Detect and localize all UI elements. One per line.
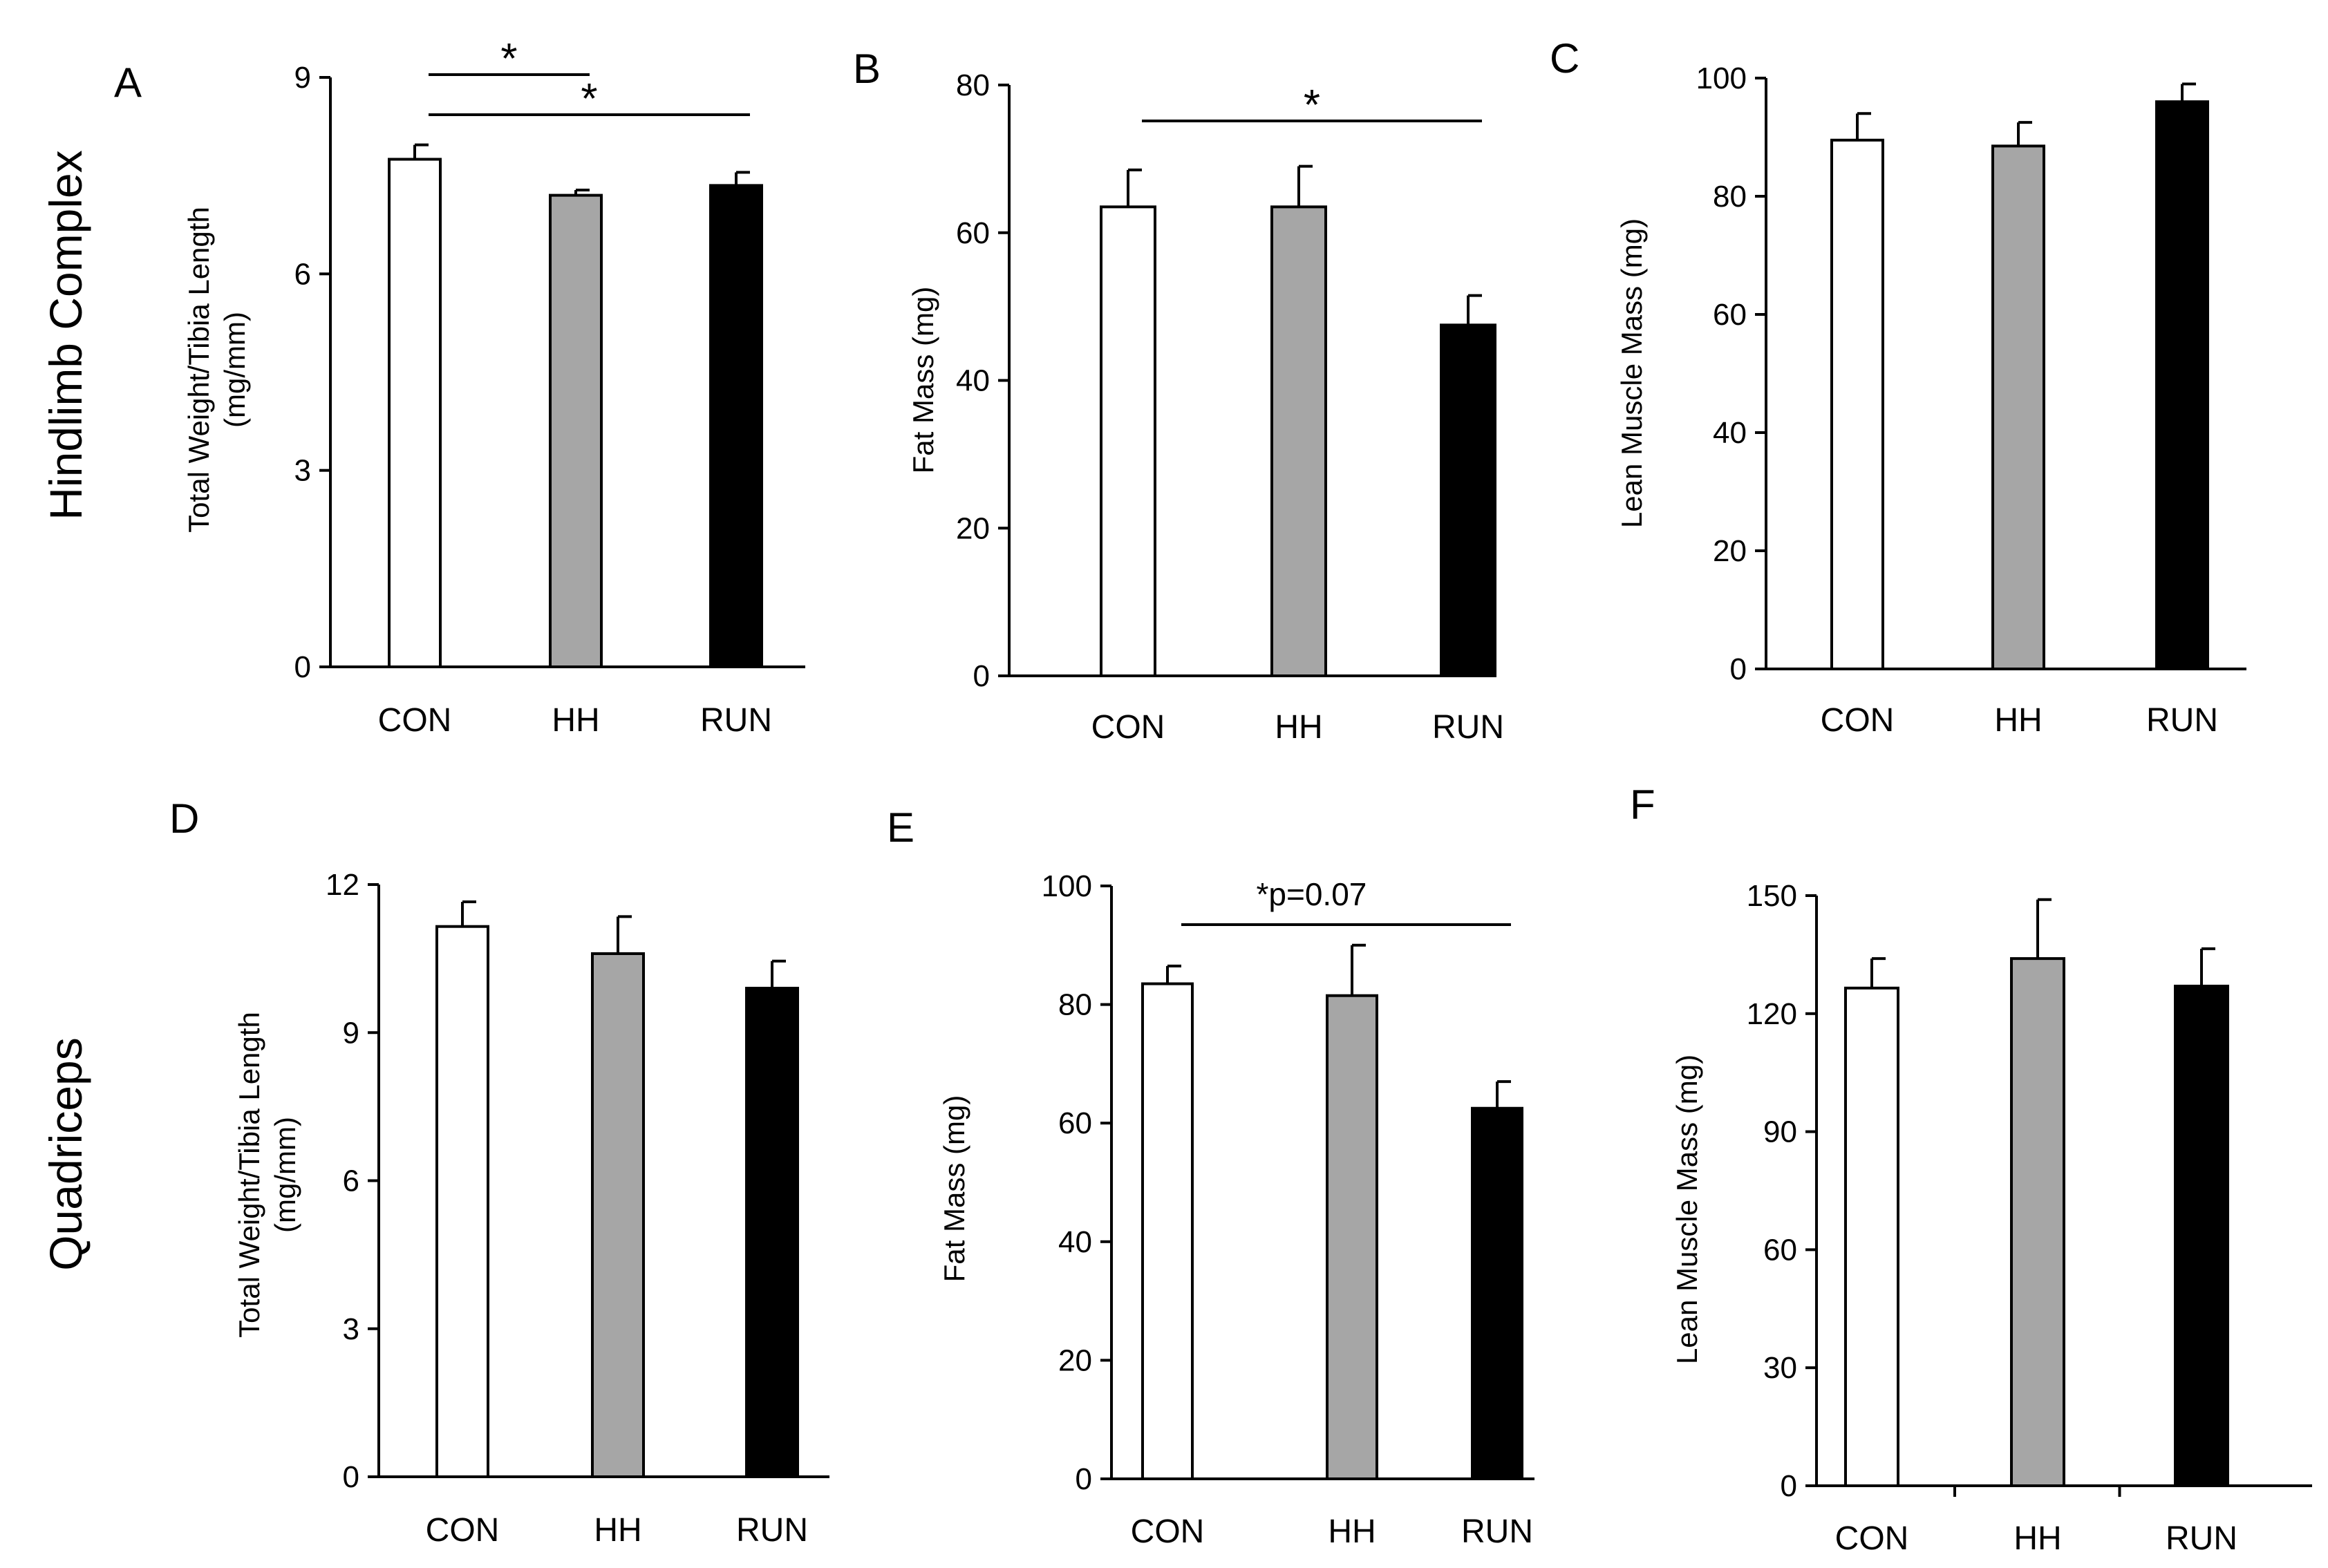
y-axis-label: Fat Mass (mg) (938, 1095, 970, 1283)
bar-con (388, 158, 442, 668)
y-tick-label: 0 (1730, 652, 1747, 686)
significance-label: * (581, 75, 597, 123)
y-tick-label: 9 (294, 61, 311, 95)
bar-run (1440, 323, 1496, 677)
y-tick-label: 60 (1058, 1106, 1092, 1140)
row-title-quadriceps: Quadriceps (40, 1037, 91, 1271)
bar-con (1844, 986, 1899, 1487)
y-tick-label: 60 (1763, 1233, 1797, 1267)
y-tick-label: 40 (1058, 1225, 1092, 1259)
bar-con (1100, 205, 1156, 677)
y-axis-label: Fat Mass (mg) (907, 287, 939, 474)
y-tick-label: 80 (1713, 180, 1747, 214)
category-label: CON (1835, 1520, 1909, 1557)
category-label: CON (1091, 709, 1165, 746)
category-label: RUN (1461, 1513, 1533, 1550)
panel-letter: D (169, 795, 199, 842)
panel-e: E 0 20 40 60 80 100 Fat Mass (mg) CON HH RUN *p=0.0… (887, 804, 1534, 1550)
significance-label: * (500, 35, 517, 83)
bar-hh (1270, 205, 1327, 677)
category-label: HH (594, 1512, 641, 1549)
y-tick-label: 0 (343, 1460, 359, 1494)
panel-d: D 0 3 6 9 12 Total Weight/Tibia Length (mg/mm) C… (169, 795, 829, 1549)
category-label: CON (426, 1512, 500, 1549)
panel-letter: A (114, 59, 142, 106)
category-label: RUN (1432, 709, 1504, 746)
y-tick-label: 40 (956, 364, 990, 398)
category-label: CON (1131, 1513, 1205, 1550)
bar-con (1141, 982, 1194, 1480)
y-axis-label: Total Weight/Tibia Length (mg/mm) (182, 207, 251, 533)
y-tick-label: 6 (294, 257, 311, 291)
bar-hh (2010, 957, 2065, 1488)
y-tick-label: 30 (1763, 1351, 1797, 1385)
panel-b: B 0 20 40 60 80 Fat Mass (mg) CON HH RUN * (853, 46, 1504, 746)
category-label: HH (1275, 709, 1322, 746)
bar-con (1830, 138, 1884, 670)
category-label: HH (1328, 1513, 1376, 1550)
category-label: RUN (2146, 702, 2218, 739)
y-tick-label: 40 (1713, 416, 1747, 450)
y-tick-label: 90 (1763, 1115, 1797, 1149)
category-label: CON (1821, 702, 1895, 739)
category-label: RUN (736, 1512, 808, 1549)
y-tick-label: 80 (1058, 988, 1092, 1022)
y-tick-label: 150 (1747, 879, 1797, 913)
bar-con (435, 925, 489, 1479)
category-label: CON (378, 702, 452, 739)
y-tick-label: 3 (343, 1312, 359, 1346)
panel-letter: C (1550, 35, 1579, 82)
y-tick-label: 80 (956, 68, 990, 102)
y-tick-label: 20 (956, 511, 990, 545)
category-label: HH (1994, 702, 2042, 739)
y-tick-label: 0 (1076, 1462, 1092, 1496)
y-tick-label: 3 (294, 454, 311, 488)
y-tick-label: 0 (973, 659, 990, 693)
y-tick-label: 9 (343, 1016, 359, 1050)
y-tick-label: 100 (1042, 869, 1092, 903)
panel-letter: B (853, 46, 881, 92)
y-tick-label: 0 (1781, 1469, 1797, 1503)
bar-run (709, 184, 763, 668)
y-tick-label: 20 (1058, 1343, 1092, 1377)
panel-letter: E (887, 804, 914, 851)
y-tick-label: 60 (1713, 298, 1747, 332)
significance-label: * (1304, 82, 1320, 129)
y-tick-label: 120 (1747, 997, 1797, 1031)
bar-hh (591, 952, 645, 1478)
bar-run (745, 986, 799, 1478)
y-axis-label: Lean Muscle Mass (mg) (1615, 218, 1648, 528)
panel-f: F 0 30 60 90 120 150 Lean Muscle Mass (mg) CON HH… (1630, 782, 2312, 1557)
y-tick-label: 0 (294, 650, 311, 684)
category-label: HH (2013, 1520, 2061, 1557)
y-tick-label: 100 (1696, 62, 1747, 95)
row-title-hindlimb: Hindlimb Complex (40, 150, 91, 520)
bar-run (2174, 984, 2229, 1487)
category-label: HH (552, 702, 599, 739)
bar-hh (1326, 994, 1378, 1480)
y-tick-label: 12 (326, 868, 359, 902)
bar-hh (549, 193, 603, 669)
panel-a: A 0 3 6 9 Total Weight/Tibia Length (mg/mm) CON… (114, 35, 805, 739)
category-label: RUN (2166, 1520, 2237, 1557)
category-label: RUN (700, 702, 772, 739)
significance-label: *p=0.07 (1257, 876, 1367, 912)
y-tick-label: 20 (1713, 534, 1747, 568)
bar-run (2155, 100, 2209, 670)
y-tick-label: 60 (956, 216, 990, 250)
panel-c: C 0 20 40 60 80 100 Lean Muscle Mass (mg) CON HH R… (1550, 35, 2246, 739)
panel-letter: F (1630, 782, 1655, 828)
bar-hh (1991, 144, 2045, 670)
bar-run (1471, 1106, 1523, 1480)
y-tick-label: 6 (343, 1164, 359, 1198)
y-axis-label: Total Weight/Tibia Length (mg/mm) (233, 1012, 301, 1338)
y-axis-label: Lean Muscle Mass (mg) (1671, 1055, 1703, 1364)
